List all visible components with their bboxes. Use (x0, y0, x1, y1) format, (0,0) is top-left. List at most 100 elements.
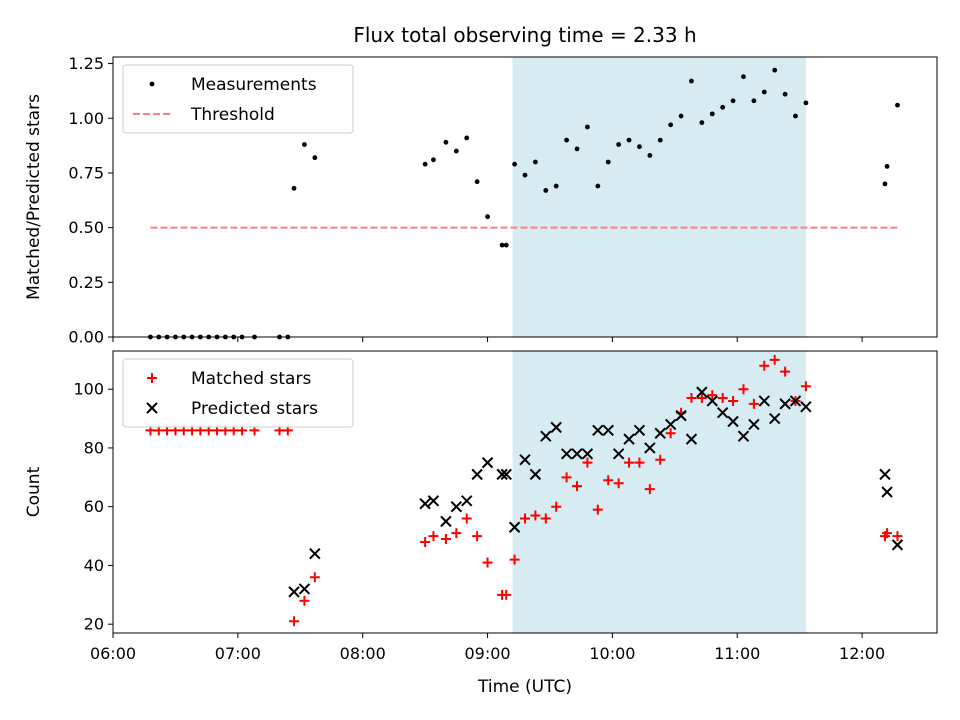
data-point (789, 395, 802, 407)
data-point (530, 510, 541, 521)
data-point (689, 78, 694, 84)
data-point (551, 501, 562, 512)
top-panel: 0.00 0.25 0.50 0.75 1.00 1.25 Matched/Predicte… (24, 54, 938, 347)
data-point (884, 163, 890, 169)
data-point (657, 137, 663, 143)
data-point (533, 159, 538, 165)
data-point (613, 478, 624, 489)
data-point (540, 430, 552, 442)
data-point (503, 242, 509, 248)
x-tick-label: 08:00 (340, 644, 386, 663)
legend-box (122, 64, 354, 134)
shaded-interval (512, 57, 806, 337)
data-point (431, 157, 436, 163)
x-tick-label: 11:00 (714, 644, 760, 663)
y-tick-label: 60 (84, 497, 104, 516)
data-point (420, 536, 431, 547)
data-point (892, 531, 903, 542)
data-point (440, 515, 452, 528)
data-point (741, 74, 746, 80)
data-point (519, 453, 531, 466)
data-point (664, 418, 677, 431)
data-point (675, 409, 687, 422)
chart-title: Flux total observing time = 2.33 h (353, 23, 696, 47)
data-point (793, 113, 798, 119)
data-point (312, 155, 318, 161)
data-point (717, 393, 728, 403)
y-tick-label: 40 (84, 556, 104, 575)
shaded-interval (512, 351, 806, 633)
data-point (520, 513, 530, 524)
data-point (543, 188, 549, 193)
data-point (748, 418, 760, 431)
data-point (602, 424, 614, 437)
data-point (427, 495, 440, 507)
legend-label: Matched stars (191, 369, 311, 389)
data-point (603, 475, 614, 486)
data-point (707, 390, 718, 401)
data-point (626, 137, 632, 143)
data-point (474, 179, 480, 185)
data-point (644, 442, 656, 454)
y-tick-label: 0.25 (68, 273, 104, 292)
legend-swatch (146, 402, 158, 414)
y-tick-label: 100 (73, 380, 104, 399)
data-point (668, 122, 674, 128)
data-point (644, 484, 655, 495)
y-tick-label: 20 (84, 615, 104, 634)
data-point (482, 557, 493, 568)
x-axis-title: Time (UTC) (477, 677, 572, 697)
data-point (699, 120, 705, 126)
data-point (464, 135, 470, 141)
y-tick-label: 0.75 (68, 163, 104, 182)
x-tick-label: 06:00 (90, 644, 136, 663)
x-tick-label: 10:00 (589, 644, 635, 663)
x-tick-label: 07:00 (215, 644, 261, 663)
data-point (768, 412, 781, 425)
data-point (302, 142, 307, 147)
data-point (879, 468, 891, 481)
x-tick-label: 09:00 (464, 644, 510, 663)
data-point (751, 98, 757, 104)
y-tick-label: 0.00 (68, 328, 104, 347)
data-point (728, 395, 739, 406)
data-point (571, 448, 583, 460)
legend-label: Threshold (190, 105, 275, 125)
data-point (882, 528, 893, 539)
data-point (605, 159, 611, 165)
data-point (738, 384, 749, 395)
data-point (800, 401, 812, 413)
data-point (453, 148, 459, 154)
data-point (592, 504, 603, 515)
data-point (419, 498, 431, 510)
data-point (309, 547, 321, 560)
data-point (428, 531, 439, 542)
data-point (288, 586, 300, 598)
data-point (803, 100, 809, 106)
legend-label: Measurements (191, 75, 317, 95)
data-point (461, 513, 472, 524)
data-point (472, 531, 483, 542)
data-point (647, 153, 653, 158)
y-tick-label: 1.00 (68, 109, 104, 128)
data-point (499, 242, 505, 248)
data-point (581, 448, 594, 460)
data-point (624, 457, 635, 468)
data-point (560, 448, 573, 460)
legend-swatch (149, 81, 155, 87)
data-point (451, 528, 462, 539)
data-point (891, 539, 904, 551)
series-predicted-stars (288, 386, 904, 598)
y-tick-label: 1.25 (68, 54, 104, 73)
data-point (450, 500, 463, 513)
data-point (440, 534, 451, 544)
x-tick-label: 12:00 (839, 644, 885, 663)
data-point (564, 137, 570, 143)
data-point (298, 583, 311, 595)
data-point (678, 113, 684, 119)
data-point (422, 161, 428, 167)
data-point (800, 381, 811, 392)
data-point (512, 161, 517, 167)
data-point (616, 142, 622, 147)
data-point (481, 456, 494, 469)
